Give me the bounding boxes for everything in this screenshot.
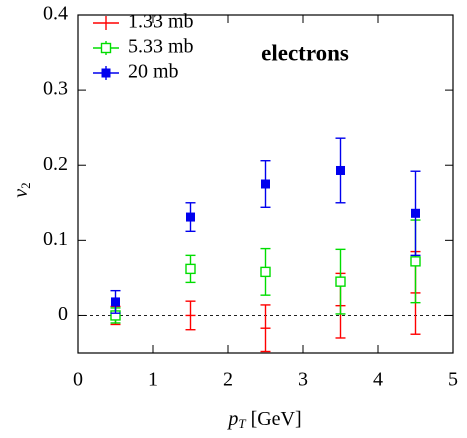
legend-label: 20 mb bbox=[128, 61, 179, 83]
x-tick-label: 3 bbox=[298, 369, 308, 391]
y-tick-label: 0.1 bbox=[43, 228, 68, 250]
y-tick-label: 0 bbox=[58, 303, 68, 325]
x-label-unit: [GeV] bbox=[246, 408, 302, 430]
data-point bbox=[336, 165, 345, 175]
legend-marker bbox=[101, 68, 111, 78]
x-tick-label: 2 bbox=[223, 369, 233, 391]
data-point bbox=[111, 297, 120, 307]
data-point bbox=[186, 212, 195, 222]
y-label-main: v bbox=[10, 189, 32, 198]
legend-label: 1.33 mb bbox=[128, 11, 194, 33]
x-label-main: p bbox=[226, 408, 238, 430]
y-label-sub: 2 bbox=[18, 182, 33, 189]
plot-frame bbox=[77, 14, 454, 354]
y-tick-label: 0.3 bbox=[43, 78, 68, 100]
legend-marker bbox=[100, 42, 112, 54]
data-point bbox=[335, 276, 346, 287]
data-point bbox=[410, 256, 421, 267]
x-tick-label: 1 bbox=[148, 369, 158, 391]
data-point bbox=[185, 263, 196, 275]
y-axis-label: v2 bbox=[10, 182, 33, 197]
legend-label: 5.33 mb bbox=[128, 36, 194, 58]
x-tick-label: 5 bbox=[448, 369, 458, 391]
x-tick-label: 4 bbox=[373, 369, 383, 391]
x-axis-label: pT [GeV] bbox=[226, 408, 301, 431]
annotation: electrons bbox=[261, 40, 349, 65]
y-tick-label: 0.2 bbox=[43, 153, 68, 175]
x-label-sub: T bbox=[238, 416, 246, 431]
data-point bbox=[260, 266, 271, 278]
y-tick-label: 0.4 bbox=[43, 3, 68, 25]
x-tick-label: 0 bbox=[73, 369, 83, 391]
data-point bbox=[411, 208, 420, 218]
data-point bbox=[261, 179, 270, 189]
